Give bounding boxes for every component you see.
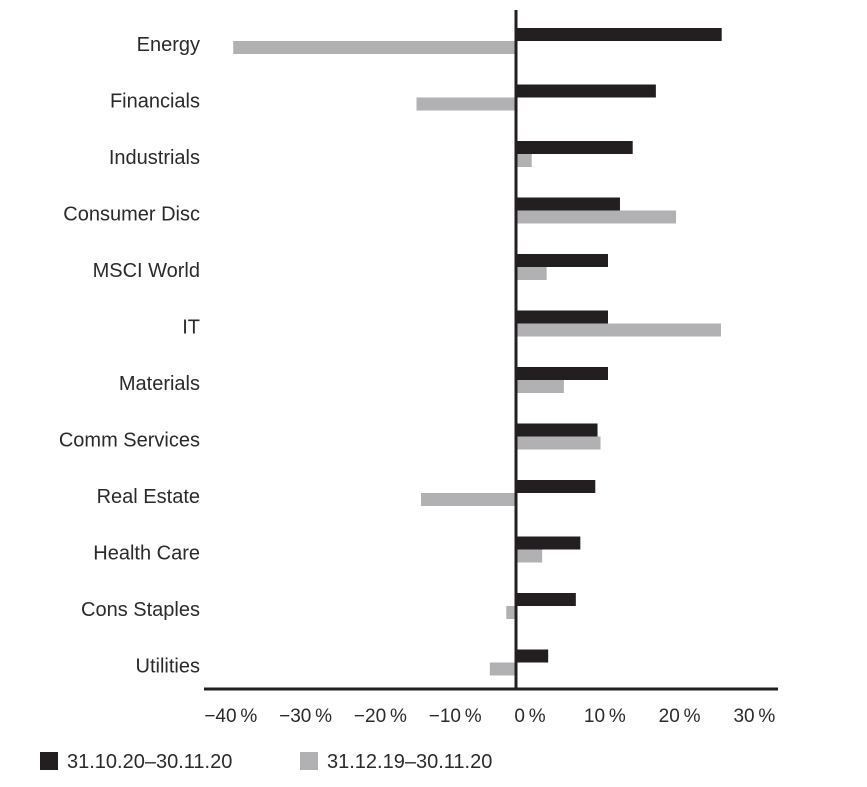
category-label: Financials [110, 91, 200, 113]
legend-label-series-1: 31.12.19–30.11.20 [327, 751, 492, 773]
legend-label-series-0: 31.10.20–30.11.20 [67, 751, 232, 773]
bar-0-energy [516, 28, 722, 41]
bar-0-financials [516, 84, 656, 98]
bar-1-financials [416, 97, 516, 111]
bar-0-real-estate [516, 480, 596, 493]
x-tick-label: −10 % [429, 706, 482, 727]
bars-series-0 [516, 28, 722, 663]
bar-1-consumer-disc [516, 210, 677, 224]
bar-1-utilities [489, 662, 516, 676]
category-label: MSCI World [93, 260, 200, 282]
bar-1-materials [516, 380, 564, 393]
bar-1-comm-services [516, 436, 601, 450]
bar-0-consumer-disc [516, 197, 620, 211]
bar-1-energy [233, 41, 517, 54]
x-tick-label: −20 % [354, 706, 407, 727]
category-label: IT [182, 317, 200, 339]
bars-series-1 [233, 41, 721, 676]
legend: 31.10.20–30.11.20 31.12.19–30.11.20 [40, 751, 492, 773]
x-tick-label: 20 % [659, 706, 701, 727]
bar-1-it [516, 323, 721, 337]
category-label: Comm Services [59, 430, 200, 452]
bar-1-real-estate [421, 493, 516, 506]
category-label: Utilities [136, 656, 200, 678]
bar-0-utilities [516, 649, 549, 663]
bar-1-cons-staples [506, 606, 516, 619]
bar-0-materials [516, 367, 609, 380]
x-tick-label: 0 % [514, 706, 545, 727]
bar-1-health-care [516, 549, 543, 563]
bar-0-industrials [516, 141, 633, 154]
x-tick-label: 10 % [584, 706, 626, 727]
category-label: Industrials [109, 147, 200, 169]
category-label: Consumer Disc [63, 204, 200, 226]
category-label: Real Estate [97, 486, 200, 508]
x-tick-labels: −40 % −30 % −20 % −10 % 0 % 10 % 20 % 30 % [204, 706, 775, 727]
bar-0-comm-services [516, 423, 598, 437]
legend-swatch-series-0 [40, 752, 58, 770]
category-label: Materials [119, 373, 200, 395]
bar-1-msci-world [516, 267, 547, 280]
bar-0-msci-world [516, 254, 609, 267]
bar-0-health-care [516, 536, 581, 550]
x-tick-label: −30 % [279, 706, 332, 727]
legend-swatch-series-1 [300, 752, 318, 770]
category-label: Cons Staples [81, 599, 200, 621]
category-labels: Energy Financials Industrials Consumer Disc… [59, 34, 200, 678]
bar-0-it [516, 310, 609, 324]
category-label: Energy [137, 34, 200, 56]
x-tick-label: −40 % [204, 706, 257, 727]
x-tick-label: 30 % [733, 706, 775, 727]
bar-1-industrials [516, 154, 532, 167]
bar-0-cons-staples [516, 593, 576, 606]
category-label: Health Care [93, 543, 200, 565]
